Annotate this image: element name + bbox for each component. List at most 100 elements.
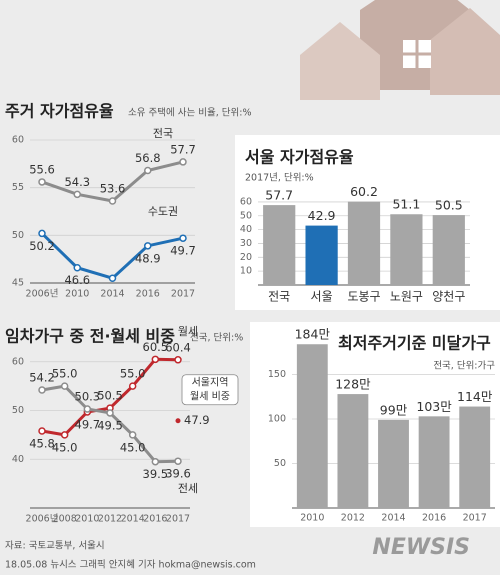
point <box>179 158 187 166</box>
annotation-value: 47.9 <box>184 413 210 427</box>
chart-subtitle: 전국, 단위:가구 <box>433 360 495 372</box>
point <box>108 197 117 205</box>
bar <box>305 225 338 285</box>
point <box>174 457 182 465</box>
data-label: 49.7 <box>170 244 196 258</box>
bar <box>390 214 423 285</box>
data-label: 50.5 <box>435 198 463 213</box>
bar <box>432 215 465 285</box>
point <box>151 457 160 466</box>
data-label: 103만 <box>416 399 452 414</box>
point <box>174 356 182 364</box>
y-tick-label: 45 <box>12 278 24 289</box>
bar <box>296 344 328 508</box>
data-label: 114만 <box>457 389 493 404</box>
point <box>38 229 46 238</box>
x-tick-label: 2006년 <box>26 514 59 525</box>
x-tick-label: 2010 <box>300 513 324 524</box>
data-label: 99만 <box>380 402 408 417</box>
x-tick-label: 2017 <box>166 514 190 525</box>
data-label: 39.5 <box>143 467 169 481</box>
point <box>60 382 69 390</box>
y-tick-label: 50 <box>240 210 252 221</box>
data-label: 54.2 <box>29 371 55 385</box>
point <box>38 386 46 394</box>
chart-subtitle: 소유 주택에 사는 비율, 단위:% <box>128 107 251 119</box>
x-tick-label: 2012 <box>98 514 122 525</box>
data-label: 57.7 <box>265 188 293 203</box>
y-tick-label: 20 <box>240 252 252 263</box>
x-tick-label: 2014 <box>121 514 145 525</box>
x-tick-label: 2010 <box>75 514 99 525</box>
annotation-box <box>181 374 239 406</box>
y-tick-label: 150 <box>268 369 286 380</box>
source: 자료: 국토교통부, 서울시 <box>5 541 105 552</box>
bar <box>378 419 409 508</box>
data-label: 45.0 <box>52 440 78 454</box>
y-tick-label: 100 <box>268 414 286 425</box>
logo: NEWSIS <box>372 535 470 560</box>
point <box>151 355 160 364</box>
point <box>73 263 81 272</box>
point <box>106 409 114 417</box>
point <box>38 427 46 435</box>
y-tick-label: 40 <box>240 224 252 235</box>
data-label: 49.7 <box>75 417 101 431</box>
chart-title: 서울 자가점유율 <box>245 148 354 167</box>
point <box>60 431 69 439</box>
point <box>38 178 46 186</box>
y-tick-label: 60 <box>12 135 24 146</box>
chart-title: 주거 자가점유율 <box>5 102 114 121</box>
point <box>128 431 137 439</box>
y-tick-label: 60 <box>12 356 24 367</box>
data-label: 48.9 <box>135 251 161 265</box>
chart-subtitle: 전국, 단위:% <box>190 332 243 344</box>
credit: 18.05.08 뉴시스 그래픽 안지혜 기자 hokma@newsis.com <box>5 559 256 571</box>
data-label: 53.6 <box>100 182 126 196</box>
point <box>83 405 92 413</box>
x-tick-label: 2014 <box>381 513 405 524</box>
series-name: 월세 <box>178 325 198 338</box>
bar <box>418 416 450 508</box>
x-tick-label: 2017 <box>171 289 195 300</box>
annotation-text: 서울지역 <box>192 377 229 389</box>
x-tick-label: 노원구 <box>390 290 423 304</box>
y-tick-label: 50 <box>274 458 286 469</box>
point <box>144 166 152 175</box>
series-name: 수도권 <box>148 205 178 218</box>
x-tick-label: 도봉구 <box>347 290 380 304</box>
data-label: 60.2 <box>350 184 378 199</box>
x-tick-label: 2016 <box>136 289 160 300</box>
data-label: 60.5 <box>143 340 169 354</box>
y-tick-label: 60 <box>240 196 252 207</box>
y-tick-label: 30 <box>240 238 252 249</box>
chart-title: 임차가구 중 전·월세 비중 <box>5 327 175 346</box>
data-label: 42.9 <box>308 208 336 223</box>
data-label: 54.3 <box>64 175 90 189</box>
x-tick-label: 2016 <box>422 513 446 524</box>
data-label: 49.5 <box>97 418 123 432</box>
bar <box>263 205 296 285</box>
data-label: 56.8 <box>135 151 161 165</box>
bar <box>459 406 491 508</box>
data-label: 184만 <box>295 327 331 342</box>
point <box>128 382 137 390</box>
data-label: 50.2 <box>29 239 55 253</box>
y-tick-label: 50 <box>12 230 24 241</box>
data-label: 46.6 <box>64 273 90 287</box>
y-tick-label: 55 <box>12 182 24 193</box>
data-label: 60.4 <box>165 340 191 354</box>
point <box>73 190 81 199</box>
point <box>144 242 152 250</box>
data-label: 55.6 <box>29 162 55 176</box>
data-label: 57.7 <box>170 142 196 156</box>
chart-title: 최저주거기준 미달가구 <box>338 334 491 353</box>
x-tick-label: 2006년 <box>26 289 59 300</box>
data-label: 51.1 <box>392 197 420 212</box>
x-tick-label: 전국 <box>268 290 290 304</box>
data-label: 39.6 <box>165 467 191 481</box>
annotation-text: 월세 비중 <box>190 391 230 403</box>
annotation-point <box>175 418 181 424</box>
